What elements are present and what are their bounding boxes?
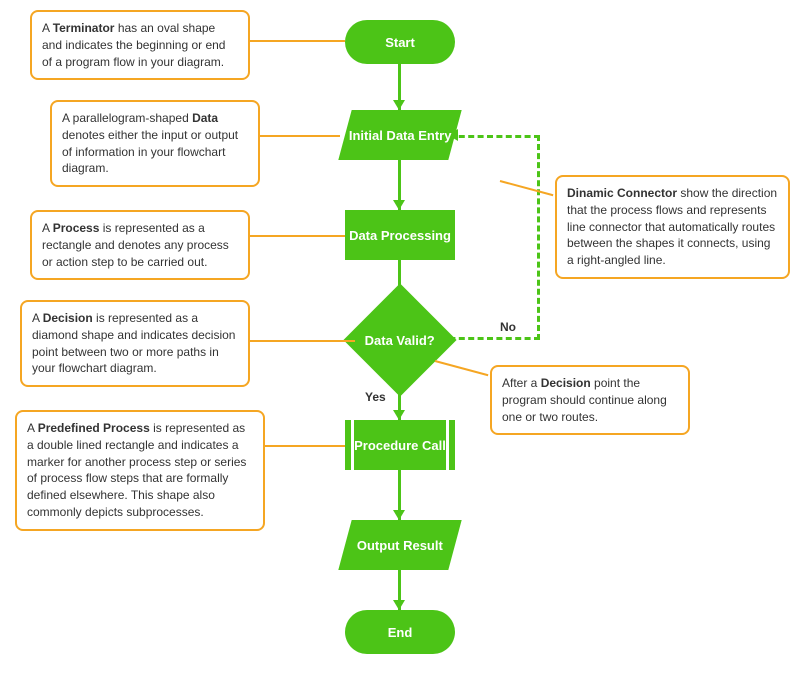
pointer-data	[260, 135, 340, 137]
callout-process-text: A Process is represented as a rectangle …	[42, 221, 229, 269]
output-node: Output Result	[338, 520, 461, 570]
callout-decision: A Decision is represented as a diamond s…	[20, 300, 250, 387]
processing-node: Data Processing	[345, 210, 455, 260]
output-label: Output Result	[357, 538, 443, 553]
callout-process: A Process is represented as a rectangle …	[30, 210, 250, 280]
start-label: Start	[385, 35, 415, 50]
pointer-process	[250, 235, 345, 237]
callout-after-decision: After a Decision point the program shoul…	[490, 365, 690, 435]
procedure-node: Procedure Call	[345, 420, 455, 470]
arrow-head-4	[393, 410, 405, 420]
arrow-head-1	[393, 100, 405, 110]
decision-label: Data Valid?	[365, 332, 435, 347]
yes-label: Yes	[365, 390, 386, 404]
callout-terminator-text: A Terminator has an oval shape and indic…	[42, 21, 225, 69]
arrow-head-2	[393, 200, 405, 210]
no-label: No	[500, 320, 516, 334]
end-node: End	[345, 610, 455, 654]
pointer-terminator	[250, 40, 345, 42]
end-label: End	[388, 625, 413, 640]
pointer-after	[435, 360, 489, 376]
callout-terminator: A Terminator has an oval shape and indic…	[30, 10, 250, 80]
data-entry-node: Initial Data Entry	[338, 110, 461, 160]
callout-connector-text: Dinamic Connector show the direction tha…	[567, 186, 777, 267]
callout-decision-text: A Decision is represented as a diamond s…	[32, 311, 235, 375]
arrow-head-6	[393, 600, 405, 610]
arrow-head-5	[393, 510, 405, 520]
pointer-decision	[250, 340, 355, 342]
processing-label: Data Processing	[349, 228, 451, 243]
callout-connector: Dinamic Connector show the direction tha…	[555, 175, 790, 279]
start-node: Start	[345, 20, 455, 64]
callout-predefined-text: A Predefined Process is represented as a…	[27, 421, 246, 519]
callout-predefined: A Predefined Process is represented as a…	[15, 410, 265, 531]
pointer-predefined	[265, 445, 345, 447]
data-entry-label: Initial Data Entry	[349, 128, 452, 143]
dashed-loop	[440, 135, 540, 340]
callout-after-text: After a Decision point the program shoul…	[502, 376, 667, 424]
callout-data: A parallelogram-shaped Data denotes eith…	[50, 100, 260, 187]
callout-data-text: A parallelogram-shaped Data denotes eith…	[62, 111, 238, 175]
procedure-label: Procedure Call	[354, 438, 446, 453]
